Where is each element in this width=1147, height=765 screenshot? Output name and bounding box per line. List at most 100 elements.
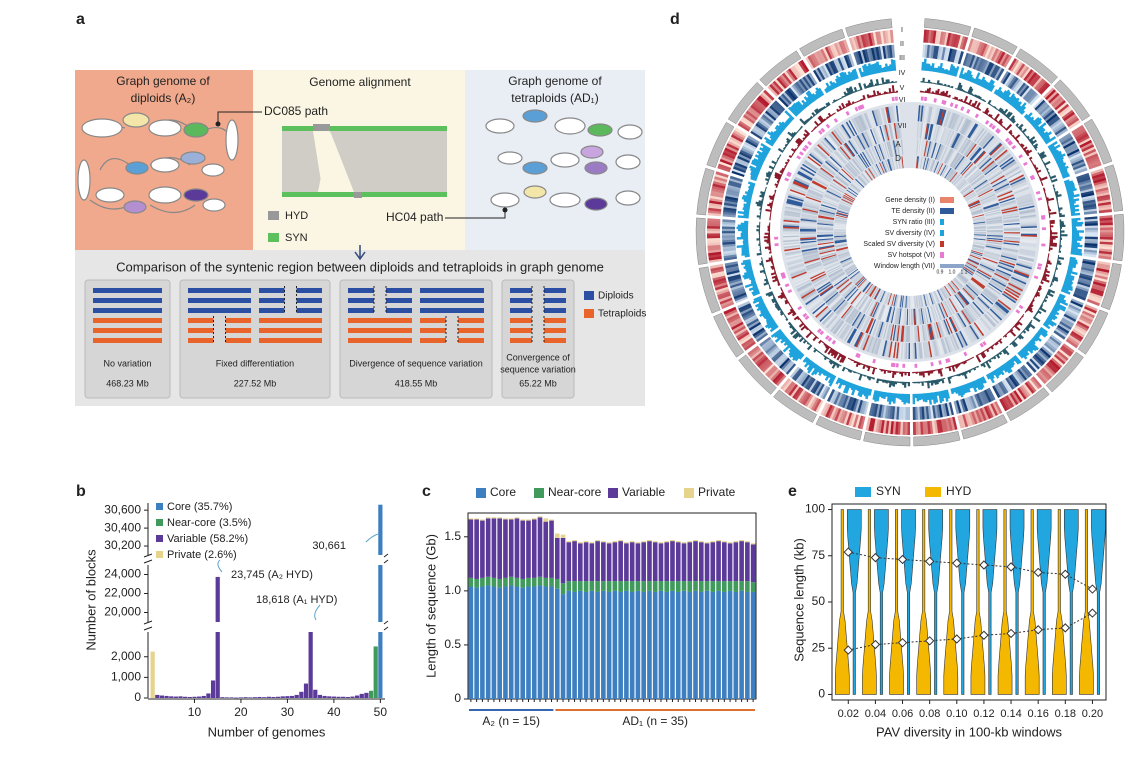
bar-segment [508, 519, 514, 577]
heat-cell [798, 78, 809, 91]
bar-cell [835, 377, 841, 385]
heat-cell [797, 284, 813, 294]
bar-segment [664, 581, 670, 592]
heat-cell [984, 164, 998, 176]
heat-cell [925, 324, 930, 341]
heat-cell [824, 194, 840, 202]
bar-cell [1068, 262, 1077, 267]
heat-cell [986, 236, 1003, 240]
heat-cell [916, 325, 919, 342]
spike [814, 109, 819, 115]
spike [887, 92, 890, 94]
bar-segment [595, 541, 600, 582]
heat-cell [1003, 243, 1020, 248]
heat-cell [787, 195, 804, 202]
bar-segment [670, 590, 675, 699]
bar-segment [549, 577, 554, 587]
bar [229, 697, 234, 698]
spike [765, 174, 771, 178]
heat-cell [1003, 241, 1020, 245]
spike [1049, 219, 1055, 223]
spike [773, 165, 776, 168]
bar-cell [963, 384, 969, 393]
heat-cell [803, 292, 818, 303]
heat-cell [1004, 165, 1019, 175]
heat-cell [730, 134, 744, 143]
bar-cell [790, 105, 800, 116]
heat-cell [948, 112, 956, 129]
y-tick-label: 30,400 [104, 520, 141, 534]
hotspot [894, 96, 898, 101]
spike [957, 373, 961, 377]
bar-segment [474, 587, 479, 699]
heat-cell [941, 320, 948, 336]
spike [935, 369, 938, 371]
bar-segment [485, 517, 491, 519]
heat-cell [973, 40, 981, 54]
heat-cell [851, 118, 860, 134]
heat-cell [820, 310, 833, 324]
heat-cell [980, 262, 996, 270]
heat-cell [996, 151, 1010, 164]
heat-cell [813, 277, 829, 287]
spike [938, 82, 941, 86]
heat-cell [982, 44, 991, 58]
chromosome [696, 167, 715, 216]
heat-cell [983, 204, 1000, 211]
bar-cell [958, 67, 965, 79]
heat-cell [882, 142, 888, 159]
bar-cell [899, 393, 903, 400]
bar-segment [647, 541, 652, 582]
heat-cell [824, 46, 833, 60]
heat-cell [738, 302, 751, 311]
heat-cell [922, 122, 926, 139]
heat-cell [945, 130, 954, 146]
heat-cell [877, 144, 884, 160]
bar [299, 691, 304, 698]
bar-segment [693, 581, 698, 591]
spike [922, 371, 925, 378]
bar-segment [652, 542, 658, 582]
bar-cell [976, 378, 984, 390]
spike [1049, 237, 1056, 240]
heat-cell [961, 36, 969, 50]
median [1060, 623, 1071, 633]
hotspot [1015, 309, 1021, 314]
spike [934, 83, 938, 85]
x-tick-label: 0.10 [946, 708, 967, 720]
heat-cell [936, 144, 944, 161]
heat-cell [987, 404, 996, 418]
heat-cell [888, 324, 893, 341]
hotspot [974, 113, 980, 119]
hotspot [1037, 197, 1043, 201]
heat-cell [923, 307, 928, 324]
heat-cell [1019, 251, 1035, 257]
heat-cell [812, 381, 821, 394]
heat-cell [769, 83, 781, 96]
median [924, 636, 935, 646]
heat-cell [1083, 253, 1097, 258]
heat-cell [1048, 117, 1061, 127]
heat-cell [950, 33, 957, 47]
heat-cell [905, 406, 908, 420]
heat-cell [944, 129, 953, 146]
spike [936, 88, 940, 95]
bar-cell [743, 274, 755, 280]
bar-cell [1024, 345, 1034, 354]
hotspot [995, 128, 1000, 133]
heat-cell [927, 306, 932, 323]
bar-cell [1071, 217, 1081, 221]
heat-cell [825, 191, 841, 200]
heat-cell [1084, 225, 1098, 229]
heat-cell [784, 381, 795, 393]
spike [920, 81, 923, 83]
heat-cell [1041, 346, 1053, 357]
heat-cell [807, 155, 822, 167]
heat-cell [1011, 391, 1021, 404]
heat-cell [944, 319, 952, 335]
heat-cell [815, 280, 830, 290]
heat-cell [842, 326, 853, 341]
heat-cell [792, 183, 808, 191]
heat-cell [746, 318, 759, 327]
spike [915, 371, 918, 374]
